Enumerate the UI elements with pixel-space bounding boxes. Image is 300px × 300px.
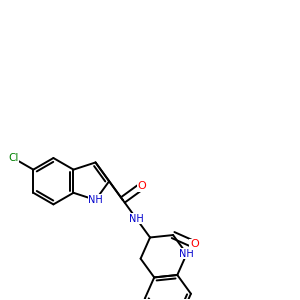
Text: NH: NH — [88, 195, 103, 205]
Text: Cl: Cl — [8, 153, 18, 163]
Text: O: O — [190, 239, 199, 250]
Text: NH: NH — [129, 214, 144, 224]
Text: O: O — [137, 181, 146, 191]
Text: NH: NH — [179, 249, 194, 259]
